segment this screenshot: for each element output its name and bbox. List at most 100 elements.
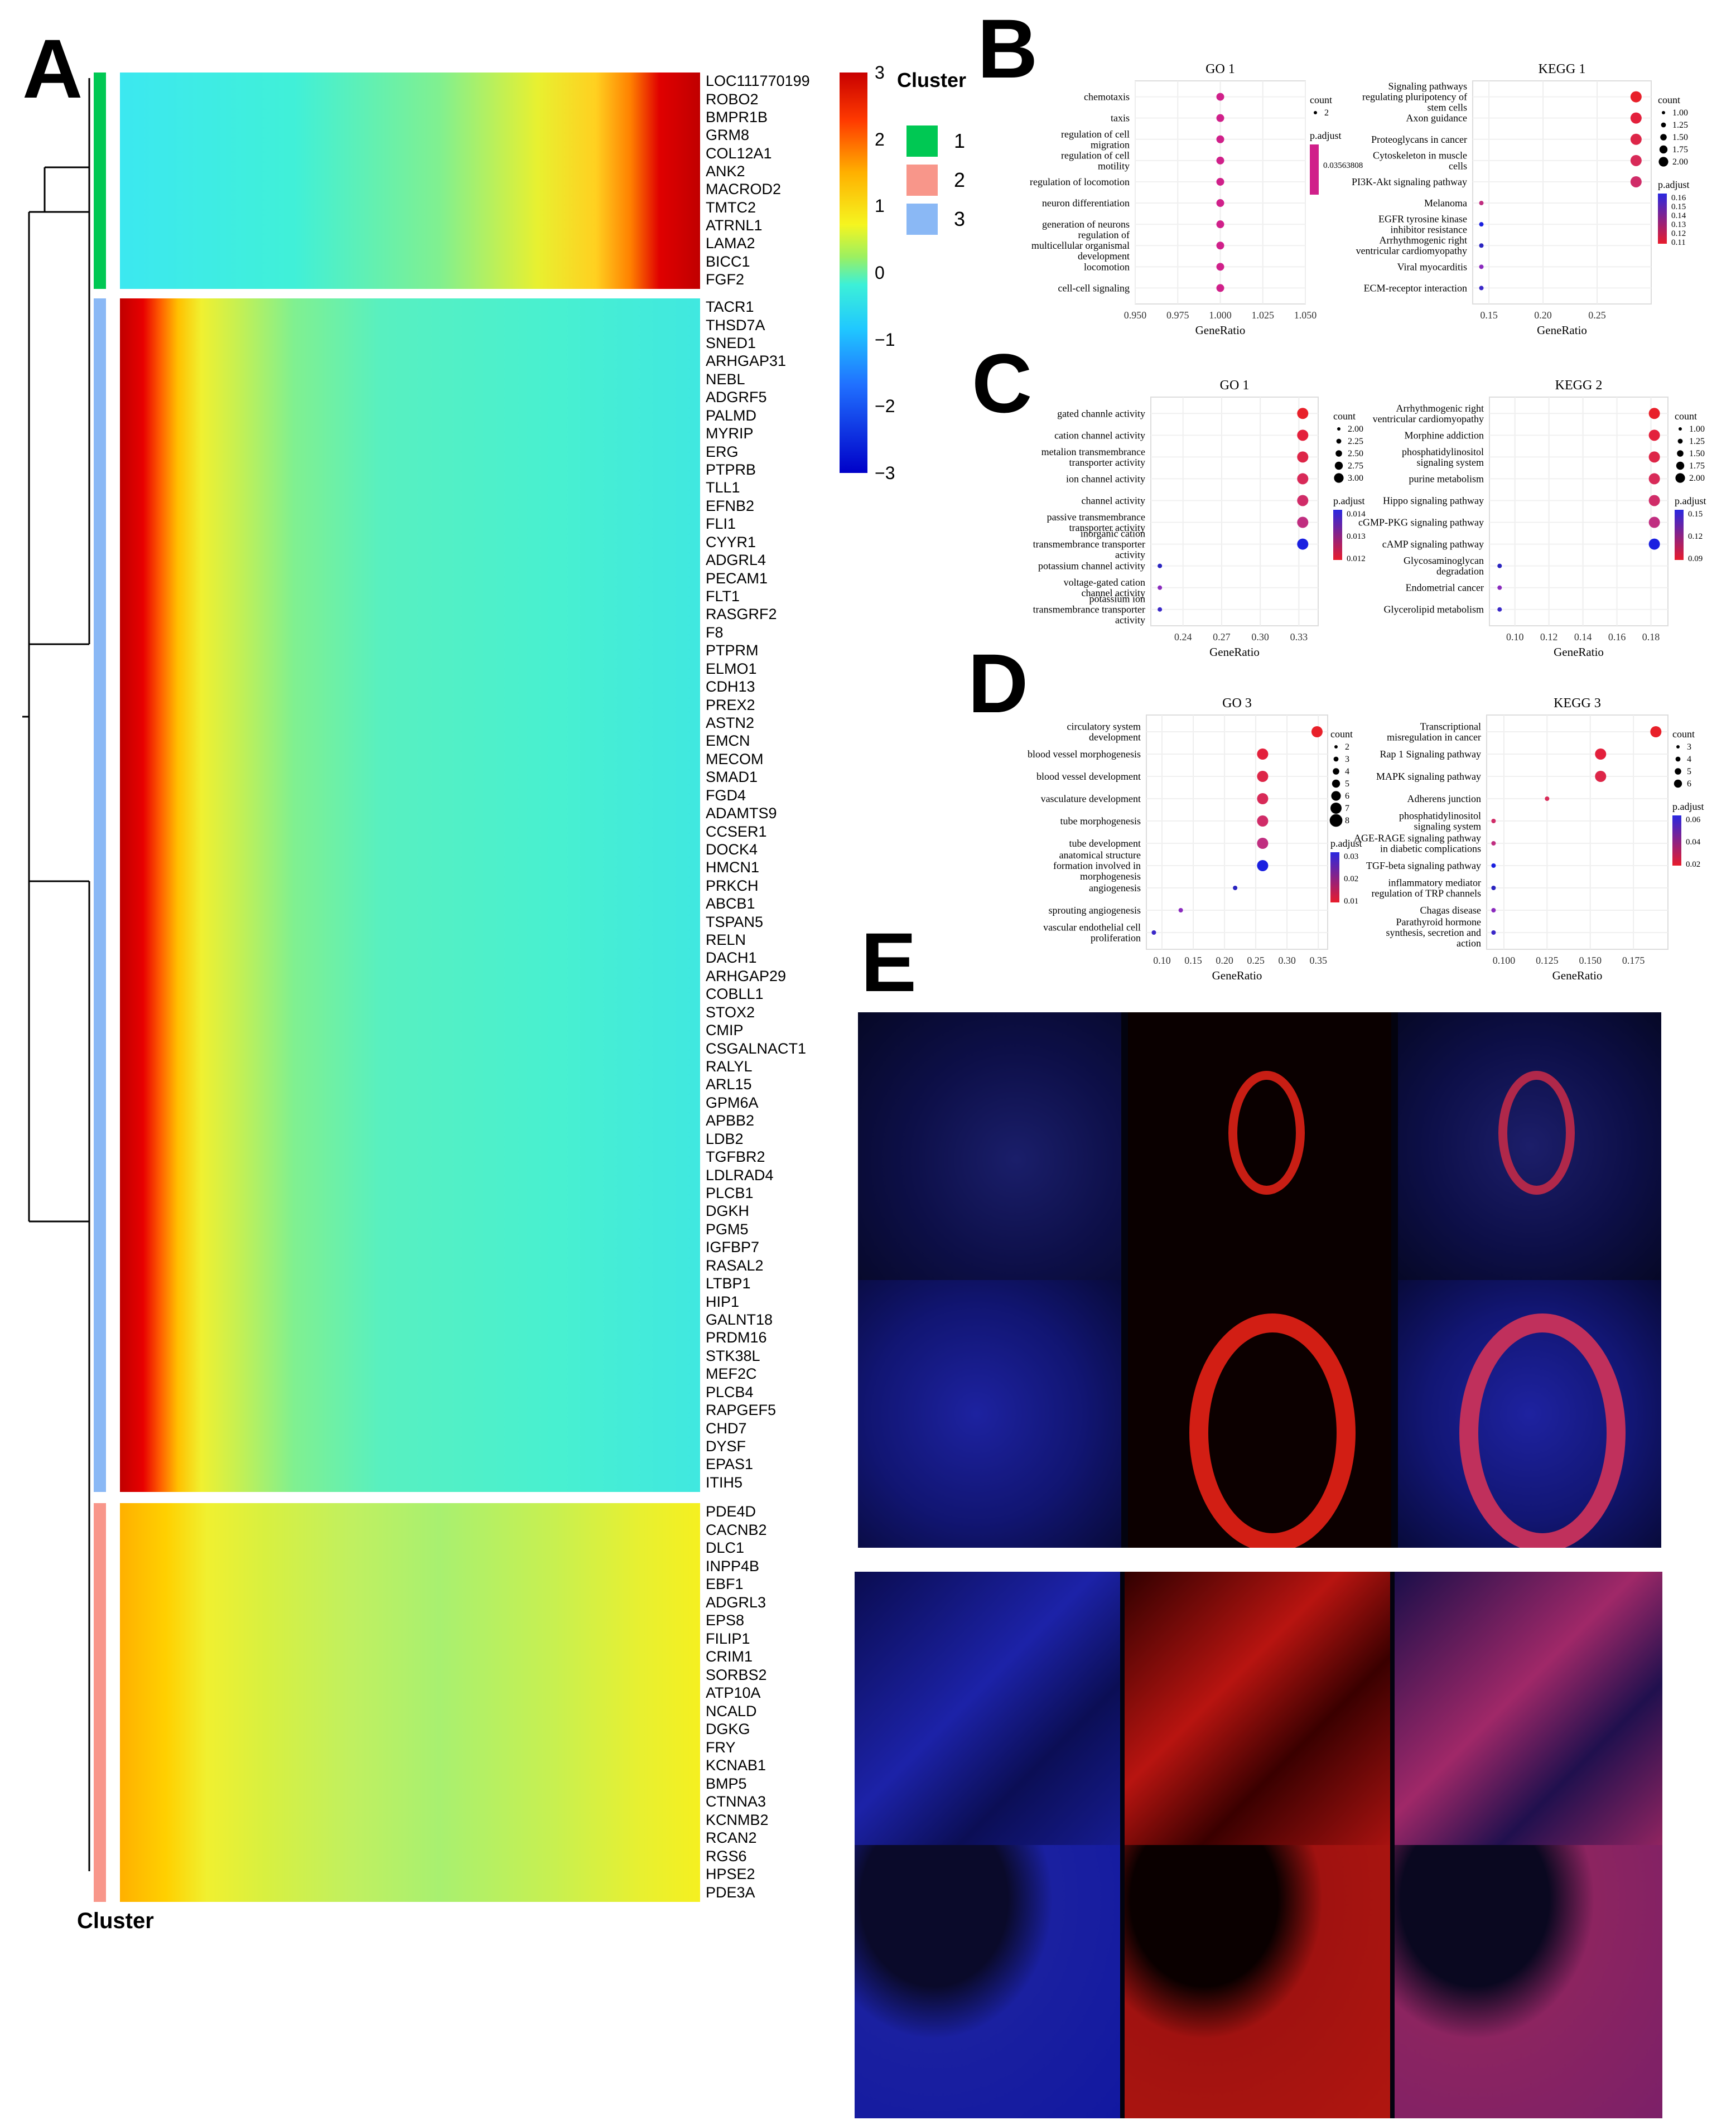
data-point bbox=[1257, 748, 1269, 760]
cluster-legend-label: 3 bbox=[954, 207, 966, 230]
gene-label: ABCB1 bbox=[706, 895, 755, 912]
data-point bbox=[1158, 585, 1163, 590]
gene-label: ADGRF5 bbox=[706, 389, 767, 406]
heatmap-cluster-3 bbox=[120, 298, 700, 1492]
y-category-label: Cytoskeleton in muscle bbox=[1373, 149, 1467, 161]
y-category-label: tube development bbox=[1069, 838, 1141, 849]
gene-label: PGM5 bbox=[706, 1220, 749, 1238]
count-legend-dot bbox=[1677, 438, 1683, 444]
gene-label: FGD4 bbox=[706, 786, 746, 804]
x-tick-label: 0.35 bbox=[1309, 955, 1327, 966]
gene-label: RELN bbox=[706, 931, 746, 949]
gene-label: CDH13 bbox=[706, 678, 755, 696]
count-legend-value: 2.00 bbox=[1672, 157, 1688, 167]
x-axis-label: GeneRatio bbox=[1537, 323, 1587, 337]
plot-frame bbox=[1472, 80, 1652, 305]
gene-label: PECAM1 bbox=[706, 569, 768, 587]
count-legend-title: count bbox=[1658, 94, 1680, 105]
gene-label: DYSF bbox=[706, 1437, 746, 1455]
count-legend-title: count bbox=[1675, 410, 1697, 422]
micrograph-dapi-top-1 bbox=[858, 1012, 1121, 1280]
count-legend-value: 1.75 bbox=[1672, 145, 1688, 154]
y-category-label: blood vessel development bbox=[1036, 771, 1141, 782]
count-legend-title: count bbox=[1310, 94, 1332, 105]
gene-label: RASAL2 bbox=[706, 1257, 764, 1274]
y-category-label: potassium channel activity bbox=[1038, 561, 1145, 572]
padj-legend-title: p.adjust bbox=[1672, 801, 1704, 812]
padj-legend-value: 0.01 bbox=[1344, 897, 1358, 906]
data-point bbox=[1158, 563, 1163, 568]
y-category-label: regulation of TRP channels bbox=[1372, 888, 1481, 899]
gene-label: STK38L bbox=[706, 1347, 760, 1364]
y-category-label: signaling system bbox=[1414, 821, 1482, 832]
gene-label: F8 bbox=[706, 624, 724, 641]
x-tick-label: 0.24 bbox=[1174, 631, 1192, 643]
gene-label: CMIP bbox=[706, 1022, 744, 1039]
count-legend-dot bbox=[1662, 111, 1665, 114]
padj-legend-value: 0.16 bbox=[1671, 194, 1686, 202]
data-point bbox=[1257, 793, 1269, 804]
data-point bbox=[1297, 495, 1309, 506]
data-point bbox=[1648, 495, 1660, 506]
gene-label: FLI1 bbox=[706, 515, 736, 533]
y-category-label: inflammatory mediator bbox=[1388, 877, 1481, 888]
gene-label: PDE4D bbox=[706, 1503, 756, 1520]
gene-label: ADAMTS9 bbox=[706, 805, 777, 822]
gene-label: APBB2 bbox=[706, 1112, 755, 1129]
x-tick-label: 0.15 bbox=[1184, 955, 1202, 966]
y-category-label: multicellular organismal bbox=[1031, 240, 1130, 251]
gene-label: NEBL bbox=[706, 370, 745, 388]
padj-legend-value: 0.12 bbox=[1688, 532, 1703, 541]
y-category-label: metalion transmembrance bbox=[1041, 446, 1145, 457]
count-legend-value: 6 bbox=[1345, 791, 1349, 801]
gene-label: NCALD bbox=[706, 1702, 757, 1720]
padj-legend-value: 0.15 bbox=[1688, 510, 1703, 519]
count-legend-dot bbox=[1336, 438, 1342, 444]
y-category-label: ECM-receptor interaction bbox=[1364, 282, 1467, 293]
x-tick-label: 0.18 bbox=[1642, 631, 1660, 643]
gene-label: EBF1 bbox=[706, 1576, 744, 1593]
colorbar-tick-label: 2 bbox=[875, 129, 885, 149]
y-category-label: vasculature development bbox=[1041, 793, 1141, 804]
count-legend-value: 2.75 bbox=[1348, 461, 1363, 471]
gene-label: BMPR1B bbox=[706, 108, 768, 125]
data-point bbox=[1216, 114, 1224, 122]
x-tick-label: 0.10 bbox=[1506, 631, 1524, 643]
micrograph-red-top-1 bbox=[1128, 1012, 1391, 1280]
y-category-label: cation channel activity bbox=[1054, 429, 1145, 441]
x-axis-label: GeneRatio bbox=[1195, 323, 1246, 337]
gene-label: ARHGAP31 bbox=[706, 352, 787, 370]
y-category-label: Glycerolipid metabolism bbox=[1384, 604, 1484, 615]
colorbar-tick-label: −3 bbox=[875, 463, 895, 483]
data-point bbox=[1479, 222, 1484, 227]
gene-label: ASTN2 bbox=[706, 714, 755, 731]
count-legend-dot bbox=[1675, 768, 1681, 775]
padj-legend-value: 0.14 bbox=[1671, 211, 1686, 220]
data-point bbox=[1216, 220, 1224, 229]
x-tick-label: 0.33 bbox=[1290, 631, 1308, 643]
y-category-label: TGF-beta signaling pathway bbox=[1366, 860, 1481, 871]
gene-label: ARHGAP29 bbox=[706, 967, 787, 984]
y-category-label: Hippo signaling pathway bbox=[1383, 495, 1484, 506]
gene-label: PLCB1 bbox=[706, 1185, 754, 1201]
micrograph-merge-bottom-1 bbox=[1395, 1572, 1662, 1845]
data-point bbox=[1297, 538, 1309, 550]
y-category-label: inorganic cation bbox=[1081, 528, 1145, 539]
y-category-label: tube morphogenesis bbox=[1060, 815, 1141, 827]
x-tick-label: 0.125 bbox=[1536, 955, 1559, 966]
y-category-label: synthesis, secretion and bbox=[1386, 927, 1481, 938]
gene-label: CYYR1 bbox=[706, 533, 756, 550]
gene-label: THSD7A bbox=[706, 316, 765, 334]
x-tick-label: 0.175 bbox=[1622, 955, 1645, 966]
y-category-label: transporter activity bbox=[1069, 522, 1145, 533]
count-legend-value: 1.50 bbox=[1672, 133, 1688, 142]
gene-label: LDB2 bbox=[706, 1130, 744, 1147]
y-category-label: angiogenesis bbox=[1089, 882, 1141, 894]
padj-legend-value: 0.13 bbox=[1671, 220, 1686, 229]
gene-label: GALNT18 bbox=[706, 1311, 773, 1328]
data-point bbox=[1650, 726, 1662, 737]
x-tick-label: 1.050 bbox=[1294, 310, 1317, 321]
gene-label: KCNMB2 bbox=[706, 1811, 769, 1828]
y-category-label: passive transmembrance bbox=[1047, 511, 1145, 523]
y-category-label: Parathyroid hormone bbox=[1396, 916, 1481, 928]
